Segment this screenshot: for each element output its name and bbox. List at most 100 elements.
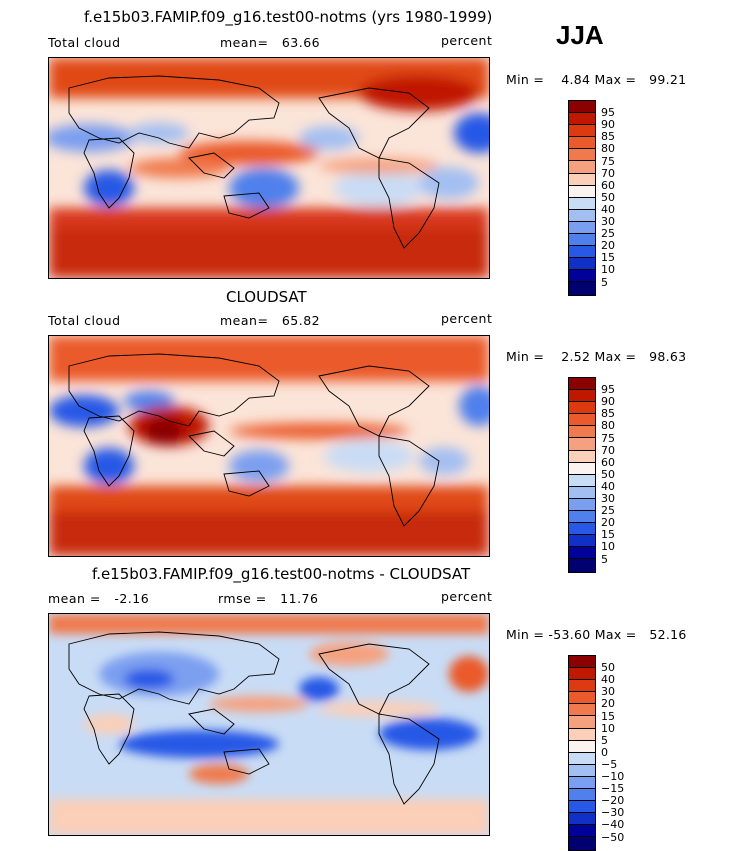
colorbar-tick-label: 20 xyxy=(601,516,615,530)
colorbar-swatch xyxy=(569,113,595,126)
colorbar-tick-label: 15 xyxy=(601,709,615,723)
colorbar-tick-label: 40 xyxy=(601,202,615,216)
colorbar-tick-label: 20 xyxy=(601,239,615,253)
colorbar-swatch xyxy=(569,258,595,271)
panel-1-map xyxy=(48,57,490,279)
colorbar-tick-label: 95 xyxy=(601,383,615,397)
colorbar-swatch xyxy=(569,776,595,790)
colorbar-tick-label: −20 xyxy=(601,794,625,808)
colorbar-swatch xyxy=(569,378,595,391)
colorbar-swatch xyxy=(569,390,595,403)
season-label: JJA xyxy=(556,20,604,50)
colorbar-swatch xyxy=(569,282,595,295)
colorbar-swatch xyxy=(569,402,595,415)
colorbar-tick-label: 70 xyxy=(601,443,615,457)
colorbar-swatch xyxy=(569,789,595,802)
colorbar-swatch xyxy=(569,474,595,487)
colorbar-swatch xyxy=(569,716,595,729)
colorbar-tick-label: 25 xyxy=(601,227,615,241)
colorbar-swatch xyxy=(569,161,595,174)
panel-3-min-max: Min = -53.60 Max = 52.16 xyxy=(506,627,687,642)
colorbar-tick-label: 90 xyxy=(601,118,615,132)
panel-1-colorbar xyxy=(568,100,596,296)
colorbar-swatch xyxy=(569,692,595,705)
colorbar-tick-label: 60 xyxy=(601,455,615,469)
colorbar-swatch xyxy=(569,801,595,814)
colorbar-tick-label: 30 xyxy=(601,215,615,228)
panel-2-title: CLOUDSAT xyxy=(226,288,307,306)
panel-3-mean-label: mean = -2.16 xyxy=(48,591,150,606)
colorbar-swatch xyxy=(569,486,595,499)
panel-2-mean-label: mean= 65.82 xyxy=(220,313,321,328)
colorbar-tick-label: 5 xyxy=(601,275,608,289)
colorbar-tick-label: 25 xyxy=(601,504,615,518)
colorbar-swatch xyxy=(569,837,595,850)
colorbar-swatch xyxy=(569,270,595,283)
colorbar-tick-label: −40 xyxy=(601,818,625,832)
colorbar-tick-label: 15 xyxy=(601,251,615,265)
colorbar-tick-label: 85 xyxy=(601,407,615,421)
colorbar-swatch xyxy=(569,498,595,512)
colorbar-swatch xyxy=(569,185,595,198)
colorbar-tick-label: 80 xyxy=(601,142,615,156)
colorbar-tick-label: 50 xyxy=(601,467,615,481)
colorbar-tick-label: 75 xyxy=(601,154,615,168)
colorbar-swatch xyxy=(569,137,595,150)
colorbar-swatch xyxy=(569,438,595,451)
colorbar-tick-label: 10 xyxy=(601,263,615,277)
panel-2-colorbar xyxy=(568,377,596,573)
colorbar-tick-label: 75 xyxy=(601,431,615,445)
colorbar-swatch xyxy=(569,523,595,536)
colorbar-swatch xyxy=(569,462,595,475)
colorbar-swatch xyxy=(569,426,595,439)
colorbar-swatch xyxy=(569,511,595,524)
panel-1-variable-label: Total cloud xyxy=(48,35,121,50)
colorbar-tick-label: 30 xyxy=(601,492,615,505)
colorbar-tick-label: −15 xyxy=(601,782,625,796)
colorbar-tick-label: 40 xyxy=(601,673,615,687)
colorbar-swatch xyxy=(569,668,595,681)
colorbar-swatch xyxy=(569,414,595,427)
panel-3-map xyxy=(48,613,490,836)
colorbar-swatch xyxy=(569,547,595,560)
colorbar-swatch xyxy=(569,825,595,838)
colorbar-swatch xyxy=(569,101,595,114)
colorbar-tick-label: 60 xyxy=(601,178,615,192)
colorbar-tick-label: 90 xyxy=(601,395,615,409)
colorbar-tick-label: −5 xyxy=(601,757,618,771)
colorbar-tick-label: 5 xyxy=(601,733,608,747)
colorbar-swatch xyxy=(569,149,595,162)
colorbar-swatch xyxy=(569,813,595,826)
colorbar-swatch xyxy=(569,680,595,693)
colorbar-swatch xyxy=(569,234,595,247)
colorbar-swatch xyxy=(569,221,595,235)
colorbar-swatch xyxy=(569,450,595,463)
colorbar-tick-label: 80 xyxy=(601,419,615,433)
colorbar-swatch xyxy=(569,704,595,717)
panel-3-colorbar xyxy=(568,655,596,851)
colorbar-tick-label: 10 xyxy=(601,540,615,554)
colorbar-swatch xyxy=(569,559,595,572)
colorbar-swatch xyxy=(569,125,595,138)
panel-1-units-label: percent xyxy=(441,33,493,48)
panel-2-min-max: Min = 2.52 Max = 98.63 xyxy=(506,349,687,364)
colorbar-swatch xyxy=(569,764,595,777)
colorbar-swatch xyxy=(569,740,595,753)
colorbar-tick-label: 40 xyxy=(601,479,615,493)
panel-3-units-label: percent xyxy=(441,589,493,604)
panel-3-title: f.e15b03.FAMIP.f09_g16.test00-notms - CL… xyxy=(92,565,471,583)
colorbar-tick-label: 5 xyxy=(601,552,608,566)
colorbar-swatch xyxy=(569,728,595,741)
colorbar-swatch xyxy=(569,752,595,765)
colorbar-tick-label: −10 xyxy=(601,770,625,783)
colorbar-tick-label: 50 xyxy=(601,190,615,204)
colorbar-swatch xyxy=(569,246,595,259)
colorbar-tick-label: 95 xyxy=(601,106,615,120)
colorbar-tick-label: −50 xyxy=(601,830,625,844)
colorbar-swatch xyxy=(569,535,595,548)
colorbar-tick-label: 30 xyxy=(601,685,615,699)
colorbar-tick-label: 50 xyxy=(601,661,615,675)
panel-1-mean-label: mean= 63.66 xyxy=(220,35,321,50)
colorbar-swatch xyxy=(569,656,595,669)
panel-3-rmse-label: rmse = 11.76 xyxy=(218,591,319,606)
